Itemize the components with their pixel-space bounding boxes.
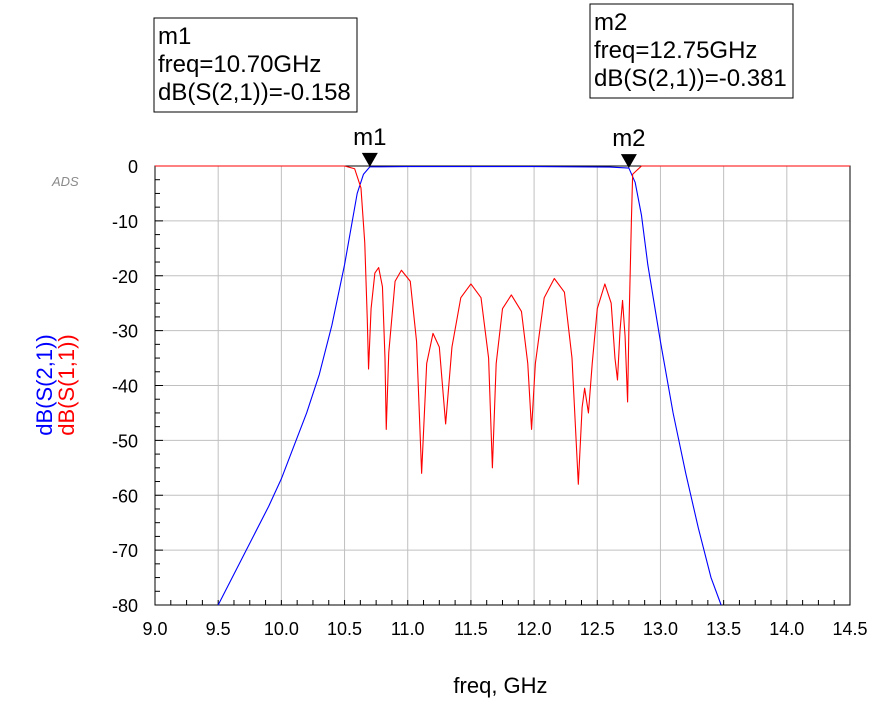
marker-m1-box-line: m1 <box>158 23 191 50</box>
marker-m2-box-line: dB(S(2,1))=-0.381 <box>594 65 787 92</box>
series-line-s11 <box>155 165 850 485</box>
x-tick-label: 10.5 <box>327 619 362 639</box>
marker-m2-label: m2 <box>612 125 645 152</box>
x-axis-label: freq, GHz <box>453 673 547 698</box>
x-tick-label: 9.5 <box>206 619 231 639</box>
x-tick-label: 13.0 <box>643 619 678 639</box>
x-tick-label: 13.5 <box>706 619 741 639</box>
y-axis-label-s11: dB(S(1,1)) <box>54 334 79 435</box>
y-tick-label: -20 <box>112 267 138 287</box>
minor-ticks <box>154 165 851 606</box>
y-tick-label: -40 <box>112 377 138 397</box>
y-tick-label: 0 <box>128 157 138 177</box>
ads-watermark: ADS <box>51 174 79 189</box>
marker-m2-box-line: freq=12.75GHz <box>594 37 757 64</box>
grid <box>154 165 851 606</box>
x-tick-label: 9.0 <box>142 619 167 639</box>
x-tick-label: 12.5 <box>580 619 615 639</box>
x-tick-label: 14.0 <box>769 619 804 639</box>
marker-m2-triangle <box>620 154 637 169</box>
x-tick-label: 14.5 <box>832 619 867 639</box>
y-tick-labels: 0 -10 -20 -30 -40 -50 -60 -70 -80 <box>112 157 138 616</box>
x-tick-label: 11.5 <box>454 619 488 639</box>
x-tick-label: 10.0 <box>264 619 299 639</box>
marker-m2-box-line: m2 <box>594 9 627 36</box>
marker-m1-box-line: dB(S(2,1))=-0.158 <box>158 79 351 106</box>
y-tick-label: -60 <box>112 486 138 506</box>
x-tick-label: 11.0 <box>391 619 425 639</box>
series-line-s21 <box>217 166 722 606</box>
marker-m2-box <box>589 3 794 99</box>
marker-m1-box-line: freq=10.70GHz <box>158 51 321 78</box>
y-tick-label: -70 <box>112 541 138 561</box>
x-tick-label: 12.0 <box>517 619 552 639</box>
markers-layer: m1m1freq=10.70GHzdB(S(2,1))=-0.158m2m2fr… <box>153 3 794 169</box>
marker-m1-label: m1 <box>353 124 386 151</box>
y-tick-label: -50 <box>112 431 138 451</box>
x-tick-labels: 9.0 9.5 10.0 10.5 11.0 11.5 12.0 12.5 13.0 13.5 14… <box>142 619 867 639</box>
marker-m1-triangle <box>361 152 378 167</box>
series-layer <box>155 165 850 606</box>
y-tick-label: -80 <box>112 596 138 616</box>
y-tick-label: -30 <box>112 322 138 342</box>
marker-m1-box <box>153 17 358 113</box>
y-tick-label: -10 <box>112 212 138 232</box>
y-axis-label-s21: dB(S(2,1)) <box>32 334 57 435</box>
